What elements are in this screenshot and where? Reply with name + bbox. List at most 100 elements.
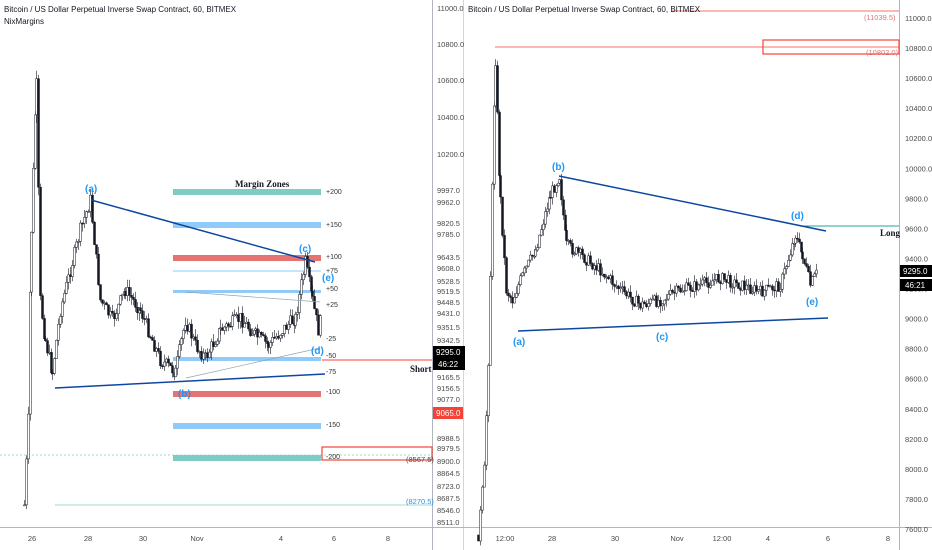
y-tick-label: 8900.0 bbox=[437, 457, 460, 466]
y-tick-label: 9400.0 bbox=[905, 254, 928, 263]
candle-body bbox=[243, 323, 246, 328]
candle-body bbox=[227, 323, 230, 327]
candle-body bbox=[153, 340, 156, 352]
candle-body bbox=[134, 299, 137, 308]
y-tick-label: 9342.5 bbox=[437, 336, 460, 345]
candle-body bbox=[609, 275, 612, 280]
candle-body bbox=[527, 259, 530, 267]
margin-zones bbox=[173, 189, 321, 461]
candle-body bbox=[494, 65, 497, 107]
zone-label: +150 bbox=[326, 222, 342, 229]
price-tag-bg bbox=[900, 265, 932, 277]
margin-zones-title: Margin Zones bbox=[235, 179, 290, 189]
right-wave-labels: (a) (b) (c) (d) (e) bbox=[513, 162, 818, 348]
candle-body bbox=[501, 196, 504, 236]
y-tick-label: 10200.0 bbox=[437, 150, 464, 159]
candle-body bbox=[109, 310, 112, 316]
short-label: Short bbox=[410, 364, 432, 374]
candle-body bbox=[645, 303, 648, 307]
y-tick-label: 9000.0 bbox=[905, 315, 928, 324]
candle-body bbox=[313, 296, 316, 309]
y-tick-label: 8687.5 bbox=[437, 494, 460, 503]
candle-body bbox=[103, 302, 106, 305]
candle-body bbox=[743, 280, 746, 290]
right-lower-trendline bbox=[517, 317, 829, 332]
candle-body bbox=[51, 372, 54, 375]
candle-body bbox=[538, 234, 541, 248]
candle-body bbox=[262, 334, 265, 336]
zone-minus-100 bbox=[173, 391, 321, 397]
candle-body bbox=[75, 241, 78, 248]
wave-label-a: (a) bbox=[85, 184, 97, 195]
y-tick-label: 8800.0 bbox=[905, 345, 928, 354]
left-price-axis[interactable]: 11000.0 10800.0 10600.0 10400.0 10200.0 9997.… bbox=[437, 4, 464, 527]
candle-body bbox=[43, 318, 46, 340]
candle-body bbox=[487, 365, 490, 417]
candle-body bbox=[221, 327, 224, 331]
candle-body bbox=[206, 352, 209, 358]
candle-body bbox=[699, 283, 702, 286]
candle-body bbox=[202, 352, 205, 360]
candle-body bbox=[560, 179, 563, 201]
candle-body bbox=[192, 336, 195, 339]
candle-body bbox=[279, 335, 282, 339]
x-tick-label: 12:00 bbox=[713, 534, 732, 543]
candle-body bbox=[85, 211, 88, 218]
candle-body bbox=[235, 314, 238, 316]
zone-label: +25 bbox=[326, 302, 338, 309]
candle-body bbox=[499, 175, 502, 198]
candle-body bbox=[267, 343, 270, 348]
candle-body bbox=[643, 301, 646, 305]
right-price-axis[interactable]: 11000.0 10800.0 10600.0 10400.0 10200.0 10000… bbox=[905, 14, 932, 534]
candle-body bbox=[505, 257, 508, 294]
candle-body bbox=[571, 243, 574, 255]
candle-body bbox=[794, 237, 797, 244]
candle-body bbox=[23, 504, 26, 507]
candle-body bbox=[767, 284, 770, 287]
x-tick-label: 26 bbox=[28, 534, 36, 543]
candle-body bbox=[558, 179, 561, 184]
zone-label: +75 bbox=[326, 268, 338, 275]
candle-body bbox=[565, 230, 568, 241]
candle-body bbox=[593, 265, 596, 270]
candle-body bbox=[773, 289, 776, 292]
y-tick-label: 8600.0 bbox=[905, 375, 928, 384]
left-wave-labels: (a) (b) (c) (d) (e) bbox=[85, 184, 334, 400]
candle-body bbox=[607, 276, 610, 280]
candle-body bbox=[715, 274, 718, 280]
y-tick-label: 8979.5 bbox=[437, 444, 460, 453]
candle-body bbox=[613, 284, 616, 287]
x-tick-label: 8 bbox=[386, 534, 390, 543]
x-tick-label: 28 bbox=[84, 534, 92, 543]
candle-body bbox=[231, 315, 234, 327]
candle-body bbox=[25, 458, 28, 506]
candle-body bbox=[483, 464, 486, 488]
left-chart-title: Bitcoin / US Dollar Perpetual Inverse Sw… bbox=[4, 5, 237, 14]
candle-body bbox=[731, 286, 734, 289]
candle-body bbox=[681, 290, 684, 293]
wave-label-b: (b) bbox=[552, 162, 565, 173]
candle-body bbox=[553, 185, 556, 193]
candle-body bbox=[589, 255, 592, 264]
candle-body bbox=[273, 337, 276, 339]
candle-body bbox=[577, 247, 580, 253]
candle-body bbox=[214, 344, 217, 347]
candle-body bbox=[39, 186, 42, 296]
candle-body bbox=[653, 295, 656, 300]
candle-body bbox=[479, 509, 482, 542]
candle-body bbox=[791, 243, 794, 256]
left-thin-line-a bbox=[185, 291, 321, 303]
zone-minus-200 bbox=[173, 455, 321, 461]
candle-body bbox=[801, 251, 804, 260]
candle-body bbox=[167, 358, 170, 364]
zone-label: -50 bbox=[326, 353, 336, 360]
right-upper-trendline bbox=[558, 175, 827, 232]
candle-body bbox=[531, 254, 534, 257]
y-tick-label: 8988.5 bbox=[437, 434, 460, 443]
left-time-axis[interactable]: 26 28 30 Nov 4 6 8 bbox=[28, 534, 390, 543]
candle-body bbox=[523, 267, 526, 274]
candle-body bbox=[603, 273, 606, 278]
right-time-axis[interactable]: 12:00 28 30 Nov 12:00 4 6 8 bbox=[496, 534, 890, 543]
y-tick-label: 10600.0 bbox=[437, 76, 464, 85]
